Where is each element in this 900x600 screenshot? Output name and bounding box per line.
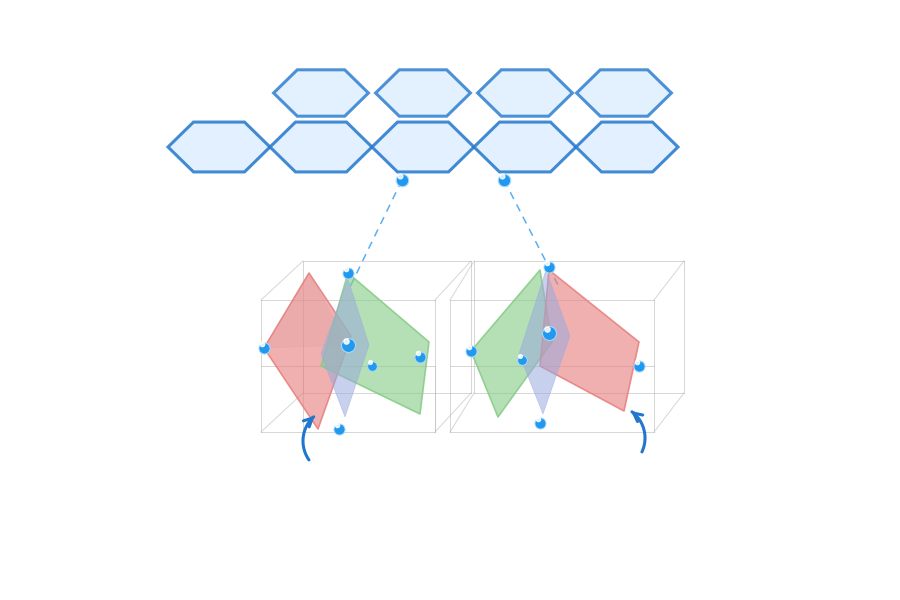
Polygon shape [264, 273, 351, 429]
Polygon shape [478, 70, 572, 116]
Polygon shape [519, 270, 570, 414]
Polygon shape [372, 122, 474, 172]
Polygon shape [168, 122, 270, 172]
Polygon shape [274, 70, 368, 116]
Polygon shape [577, 70, 671, 116]
Polygon shape [264, 273, 348, 348]
Polygon shape [471, 270, 552, 417]
Polygon shape [474, 122, 576, 172]
Polygon shape [321, 279, 369, 417]
Polygon shape [321, 273, 429, 414]
Polygon shape [270, 122, 372, 172]
Polygon shape [576, 122, 678, 172]
Polygon shape [540, 270, 639, 411]
Polygon shape [375, 70, 471, 116]
